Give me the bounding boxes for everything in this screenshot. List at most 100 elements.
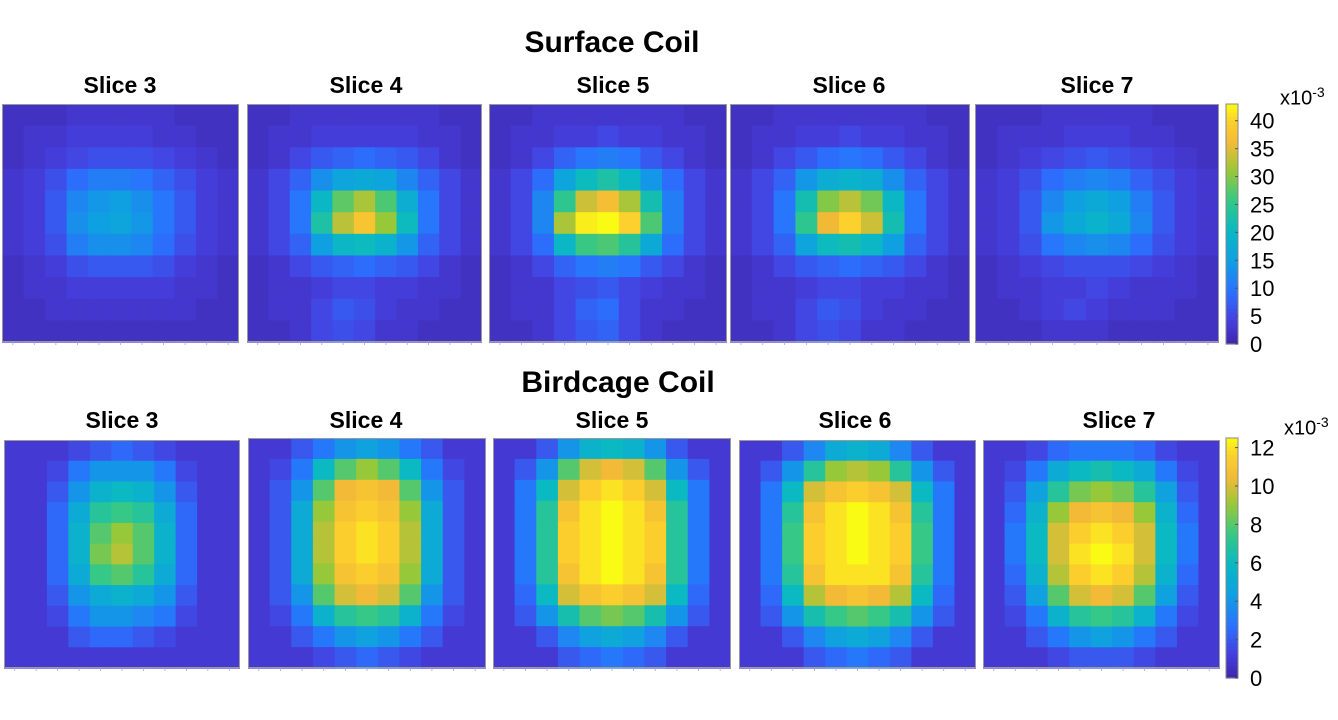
heatmap-cell xyxy=(1047,564,1070,586)
heatmap-cell xyxy=(89,440,112,462)
heatmap-cell xyxy=(514,500,537,523)
heatmap-cell xyxy=(882,104,906,127)
heatmap-cell xyxy=(489,298,512,321)
colorbar-segment xyxy=(1226,526,1238,531)
colorbar-segment xyxy=(1226,296,1238,301)
heatmap-cell xyxy=(68,481,91,503)
heatmap-cell xyxy=(1130,104,1154,127)
heatmap-cell xyxy=(174,298,197,321)
heatmap-cell xyxy=(489,212,512,235)
heatmap-cell xyxy=(154,440,177,462)
heatmap-cell xyxy=(1019,168,1043,192)
heatmap-cell xyxy=(1133,585,1156,607)
heatmap-cell xyxy=(289,298,312,321)
colorbar-segment xyxy=(1226,300,1238,305)
heatmap-cell xyxy=(439,125,462,148)
heatmap-cell xyxy=(860,168,884,192)
colorbar-tick-label: 40 xyxy=(1250,109,1274,134)
heatmap-cell xyxy=(269,521,292,544)
heatmap-cell xyxy=(460,233,482,257)
heatmap-cell xyxy=(439,212,462,235)
heatmap-cell xyxy=(89,564,112,586)
heatmap-cell xyxy=(640,212,663,235)
heatmap-cell xyxy=(464,542,486,565)
heatmap-cell xyxy=(1174,255,1198,278)
heatmap-cell xyxy=(662,233,685,257)
heatmap-cell xyxy=(644,605,667,627)
heatmap-cell xyxy=(846,605,869,628)
heatmap-cell xyxy=(356,479,379,502)
heatmap-cell xyxy=(751,125,775,148)
heatmap-frame xyxy=(975,104,1219,342)
heatmap-cell xyxy=(1090,543,1113,565)
heatmap-cell xyxy=(195,212,219,235)
heatmap-cell xyxy=(1133,460,1156,483)
heatmap-cell xyxy=(575,104,598,127)
heatmap-cell xyxy=(1176,543,1200,565)
heatmap-cell xyxy=(1130,190,1154,213)
heatmap-cell xyxy=(662,277,685,300)
heatmap-cell xyxy=(1004,564,1027,586)
colorbar-segment xyxy=(1226,498,1238,503)
heatmap-cell xyxy=(4,564,27,586)
heatmap-cell xyxy=(1019,104,1043,127)
heatmap-cell xyxy=(2,212,25,235)
heatmap-cell xyxy=(109,233,132,257)
heatmap-cell xyxy=(760,522,783,545)
heatmap-cell xyxy=(1130,147,1154,170)
heatmap-cell xyxy=(782,626,805,648)
heatmap-cell xyxy=(932,522,956,545)
heatmap-cell xyxy=(375,298,398,321)
heatmap-cell xyxy=(46,522,69,545)
heatmap-cell xyxy=(312,521,336,544)
surface-slice7-title: Slice 7 xyxy=(1060,72,1134,98)
heatmap-cell xyxy=(2,168,25,192)
heatmap-cell xyxy=(4,605,27,628)
heatmap-cell xyxy=(575,320,598,343)
heatmap-cell xyxy=(396,233,419,257)
colorbar-segment xyxy=(1226,288,1238,293)
heatmap-cell xyxy=(622,438,646,460)
heatmap-cell xyxy=(89,481,112,503)
heatmap-cell xyxy=(825,626,848,648)
heatmap-cell xyxy=(23,277,46,300)
heatmap-cell xyxy=(622,542,646,565)
heatmap-cell xyxy=(356,458,379,481)
heatmap-cell xyxy=(536,647,559,669)
heatmap-cell xyxy=(356,500,379,523)
heatmap-cell xyxy=(825,502,848,524)
heatmap-cell xyxy=(1041,168,1065,192)
heatmap-cell xyxy=(817,298,840,321)
heatmap-cell xyxy=(644,626,667,648)
heatmap-cell xyxy=(25,460,48,483)
heatmap-cell xyxy=(46,502,69,524)
heatmap-cell xyxy=(1152,212,1176,235)
heatmap-cell xyxy=(1004,522,1027,545)
heatmap-frame xyxy=(248,438,486,668)
heatmap-cell xyxy=(1085,104,1109,127)
heatmap-cell xyxy=(154,564,177,586)
heatmap-cell xyxy=(730,147,753,170)
colorbar-segment xyxy=(1226,328,1238,333)
heatmap-cell xyxy=(377,479,401,502)
heatmap-cell xyxy=(579,647,602,669)
heatmap-cell xyxy=(739,647,762,669)
heatmap-cell xyxy=(1063,320,1087,343)
heatmap-cell xyxy=(175,605,198,628)
heatmap-cell xyxy=(795,168,818,192)
colorbar-segment xyxy=(1226,164,1238,169)
heatmap-cell xyxy=(111,481,134,503)
heatmap-cell xyxy=(334,458,357,481)
heatmap-cell xyxy=(1112,502,1135,524)
heatmap-cell xyxy=(1108,277,1131,300)
heatmap-cell xyxy=(152,255,175,278)
heatmap-cell xyxy=(926,168,949,192)
heatmap-cell xyxy=(1196,212,1219,235)
colorbar-tick-label: 20 xyxy=(1250,220,1274,245)
heatmap-cell xyxy=(45,104,68,127)
heatmap-cell xyxy=(601,458,624,481)
heatmap-cell xyxy=(597,104,620,127)
heatmap-cell xyxy=(1041,320,1065,343)
heatmap-cell xyxy=(983,460,1006,483)
heatmap-cell xyxy=(195,168,219,192)
